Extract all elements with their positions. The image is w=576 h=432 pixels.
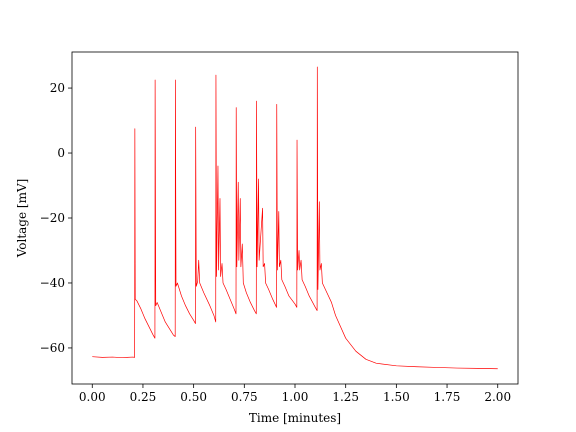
x-tick-label: 1.75 bbox=[434, 390, 461, 404]
y-tick-label: 0 bbox=[57, 146, 65, 160]
y-tick-label: 20 bbox=[50, 81, 65, 95]
x-tick-label: 2.00 bbox=[484, 390, 511, 404]
y-tick-label: −60 bbox=[40, 341, 65, 355]
x-tick-label: 0.50 bbox=[180, 390, 207, 404]
voltage-line bbox=[92, 66, 498, 370]
plot-frame bbox=[71, 51, 519, 385]
x-tick-label: 1.25 bbox=[332, 390, 359, 404]
x-axis-label: Time [minutes] bbox=[249, 411, 341, 425]
x-tick-label: 1.00 bbox=[282, 390, 309, 404]
y-tick-label: −40 bbox=[40, 276, 65, 290]
x-tick-label: 0.75 bbox=[231, 390, 258, 404]
x-tick-label: 0.25 bbox=[130, 390, 157, 404]
x-tick-label: 1.50 bbox=[383, 390, 410, 404]
y-tick-label: −20 bbox=[40, 211, 65, 225]
y-axis-label: Voltage [mV] bbox=[15, 179, 29, 259]
x-tick-label: 0.00 bbox=[79, 390, 106, 404]
